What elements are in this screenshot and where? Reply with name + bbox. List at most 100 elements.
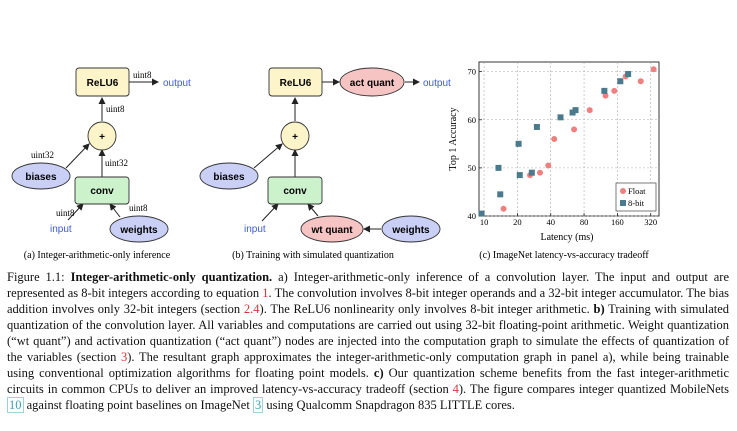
- figure-title: Integer-arithmetic-only quantization.: [70, 270, 273, 284]
- uint32-bias-label: uint32: [31, 150, 54, 160]
- conv-node: [74, 176, 130, 205]
- uint32-conv-label: uint32: [105, 158, 128, 168]
- citation-link-1[interactable]: 10: [7, 397, 24, 413]
- data-points: [478, 66, 657, 217]
- wt-quant-node-label: wt quant: [310, 225, 353, 236]
- weights-node-b-label: weights: [391, 225, 430, 236]
- edge-biases-to-add: [65, 143, 90, 169]
- output-label-b: output: [423, 78, 451, 89]
- quantized-point: [497, 191, 504, 198]
- float-point: [537, 169, 544, 176]
- biases-node-label: biases: [25, 172, 57, 183]
- y-tick-label: 60: [468, 115, 477, 125]
- caption-text-2: . The convolution involves 8-bit integer…: [7, 286, 729, 316]
- weights-node-label: weights: [119, 225, 158, 236]
- quantized-point: [515, 140, 522, 147]
- quantized-point: [528, 169, 535, 176]
- output-label: output: [163, 78, 191, 89]
- caption-text-5: ). The resultant graph approximates the …: [7, 350, 729, 380]
- caption-text-1: a) Integer-arithmetic-only inference of …: [7, 270, 729, 300]
- y-tick-label: 40: [468, 211, 477, 221]
- edge-input-to-conv: [67, 203, 84, 221]
- caption-text-3: ). The ReLU6 nonlinearity only involves …: [259, 302, 594, 316]
- conv-node-label: conv: [90, 186, 114, 197]
- quantized-point: [617, 78, 624, 85]
- section-ref-link-1[interactable]: 2.4: [243, 302, 260, 316]
- add-node: [87, 121, 117, 151]
- edge-weights-to-conv: [109, 203, 121, 218]
- chart-grid: [479, 62, 659, 217]
- relu6-node-b: [268, 67, 323, 97]
- biases-node: [11, 162, 71, 190]
- quantized-point: [557, 114, 564, 121]
- panel-a-diagram: ReLU6 + biases conv weights output input…: [11, 67, 191, 261]
- quantized-point: [625, 71, 632, 78]
- uint8-relu-label: uint8: [106, 104, 125, 114]
- legend: Float 8-bit: [615, 182, 657, 212]
- x-tick-label: 80: [580, 217, 589, 227]
- panel-b-diagram: ReLU6 act quant + biases conv wt quant w…: [199, 67, 451, 261]
- float-point: [586, 107, 593, 114]
- float-point: [602, 92, 609, 99]
- add-node-label: +: [99, 132, 105, 143]
- edge-biases-to-add-b: [253, 143, 283, 169]
- caption-text-8: against floating point baselines on Imag…: [23, 398, 253, 412]
- quantized-point: [478, 210, 485, 217]
- add-node-b: [280, 121, 310, 151]
- biases-node-b-label: biases: [213, 172, 245, 183]
- quantized-point: [495, 164, 502, 171]
- float-point: [500, 205, 507, 212]
- figure: ReLU6 + biases conv weights output input…: [11, 61, 660, 261]
- uint8-output-label: uint8: [133, 70, 152, 80]
- caption-text-6: Our quantization scheme benefits from th…: [7, 366, 729, 396]
- section-ref-link-2[interactable]: 3: [121, 350, 128, 364]
- act-quant-node: [339, 67, 405, 97]
- equation-ref-link[interactable]: 1: [262, 286, 269, 300]
- x-axis-label: Latency (ms): [540, 232, 593, 243]
- legend-8bit-marker: [620, 200, 626, 206]
- legend-box: [615, 182, 657, 212]
- x-tick-label: 320: [644, 217, 657, 227]
- panel-c-marker: c): [373, 366, 384, 380]
- input-label: input: [50, 224, 72, 235]
- add-node-b-label: +: [292, 132, 298, 143]
- float-point: [551, 136, 558, 142]
- x-tick-label: 10: [480, 217, 489, 227]
- quantized-point: [572, 107, 579, 114]
- wt-quant-node: [300, 215, 364, 243]
- float-point: [571, 126, 578, 133]
- legend-float-marker: [620, 188, 626, 194]
- section-ref-link-3[interactable]: 4: [452, 382, 459, 396]
- y-axis-label: Top 1 Accuracy: [448, 107, 459, 170]
- y-tick-label: 50: [468, 163, 477, 173]
- x-tick-label: 20: [513, 217, 522, 227]
- float-point: [637, 78, 644, 85]
- caption-text-4: Training with simulated quantization of …: [7, 302, 730, 364]
- weights-node-b: [381, 215, 441, 243]
- panel-b-marker: b): [593, 302, 605, 316]
- quantized-point: [601, 87, 608, 94]
- panel-a-caption: (a) Integer-arithmetic-only inference: [24, 250, 171, 261]
- citation-link-2[interactable]: 3: [252, 397, 264, 413]
- figure-label: Figure 1.1:: [7, 270, 71, 284]
- float-point: [545, 162, 552, 169]
- latency-accuracy-chart: 10 20 40 80 160 320 40 50 60 70 Latency (ms) Top…: [448, 61, 660, 261]
- figure-caption: Figure 1.1: Integer-arithmetic-only quan…: [7, 269, 729, 413]
- y-tick-label: 70: [468, 67, 477, 77]
- caption-text-7: ). The figure compares integer quantized…: [458, 382, 729, 396]
- edge-input-to-conv-b: [261, 203, 279, 222]
- panel-b-caption: (b) Training with simulated quantization: [232, 250, 394, 261]
- relu6-node-label: ReLU6: [87, 78, 119, 89]
- biases-node-b: [199, 162, 259, 190]
- quantized-point: [533, 123, 540, 130]
- legend-8bit-label: 8-bit: [628, 198, 645, 208]
- edge-wtquant-to-conv: [307, 203, 319, 217]
- act-quant-node-label: act quant: [350, 78, 395, 89]
- x-tick-label: 40: [546, 217, 555, 227]
- caption-text-9: using Qualcomm Snapdragon 835 LITTLE cor…: [263, 398, 515, 412]
- relu6-node: [75, 67, 130, 97]
- uint8-weights-label: uint8: [129, 203, 148, 213]
- conv-node-b: [267, 176, 323, 205]
- uint8-input-label: uint8: [56, 208, 75, 218]
- relu6-node-b-label: ReLU6: [280, 78, 312, 89]
